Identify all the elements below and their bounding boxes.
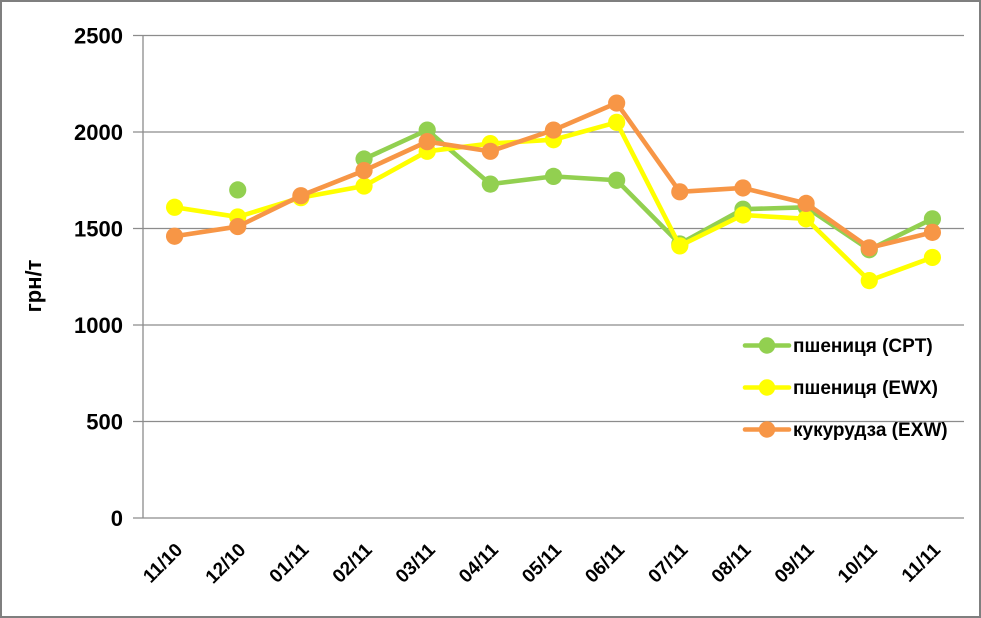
- y-tick-label: 1000: [74, 313, 123, 338]
- legend-label: кукурудза (EXW): [793, 420, 948, 441]
- x-tick-label: 04/11: [455, 539, 503, 587]
- series-point-1: [734, 206, 752, 224]
- series-point-2: [860, 239, 878, 257]
- series-point-1: [923, 248, 942, 267]
- x-tick-label: 11/11: [898, 539, 945, 586]
- y-tick-label: 2500: [74, 24, 123, 49]
- series-point-1: [608, 113, 626, 131]
- series-point-1: [671, 237, 689, 255]
- series-point-1: [165, 198, 184, 216]
- series-point-2: [923, 223, 942, 241]
- x-tick-label: 08/11: [708, 539, 756, 587]
- series-point-2: [355, 162, 373, 180]
- legend-marker-point: [758, 379, 776, 396]
- series-point-2: [734, 179, 752, 197]
- x-tick-label: 09/11: [771, 539, 819, 587]
- legend-label: пшениця (CPT): [793, 336, 933, 357]
- x-tick-label: 01/11: [266, 539, 314, 587]
- y-axis-title: грн/т: [21, 259, 46, 312]
- legend-label: пшениця (EWX): [793, 378, 938, 399]
- series-point-1: [355, 177, 373, 195]
- x-tick-label: 05/11: [518, 539, 566, 587]
- x-tick-label: 12/10: [202, 540, 250, 588]
- y-tick-label: 2000: [74, 120, 123, 145]
- legend-marker-point: [758, 337, 776, 354]
- series-point-0: [544, 167, 563, 185]
- series-point-2: [165, 227, 184, 245]
- series-point-2: [481, 142, 499, 160]
- series-point-0: [923, 210, 942, 228]
- y-tick-label: 0: [111, 506, 123, 531]
- series-point-2: [544, 121, 563, 139]
- y-tick-label: 500: [86, 410, 123, 435]
- series-point-2: [608, 94, 626, 112]
- series-point-2: [292, 187, 310, 205]
- series-point-0: [229, 181, 247, 199]
- series-point-0: [608, 171, 626, 189]
- series-point-1: [797, 210, 815, 228]
- series-point-1: [860, 272, 878, 290]
- series-point-0: [481, 175, 499, 193]
- series-point-2: [229, 217, 247, 236]
- series-point-2: [671, 183, 689, 201]
- x-tick-label: 11/10: [139, 540, 187, 588]
- series-point-2: [418, 133, 436, 151]
- x-tick-label: 07/11: [645, 539, 693, 587]
- series-point-2: [797, 194, 815, 213]
- x-tick-label: 06/11: [581, 539, 629, 587]
- x-tick-label: 10/11: [834, 539, 882, 587]
- x-tick-label: 02/11: [329, 539, 377, 587]
- legend-marker-point: [758, 421, 776, 438]
- x-tick-label: 03/11: [392, 539, 440, 587]
- y-tick-label: 1500: [74, 217, 123, 242]
- series-line-0: [361, 127, 935, 253]
